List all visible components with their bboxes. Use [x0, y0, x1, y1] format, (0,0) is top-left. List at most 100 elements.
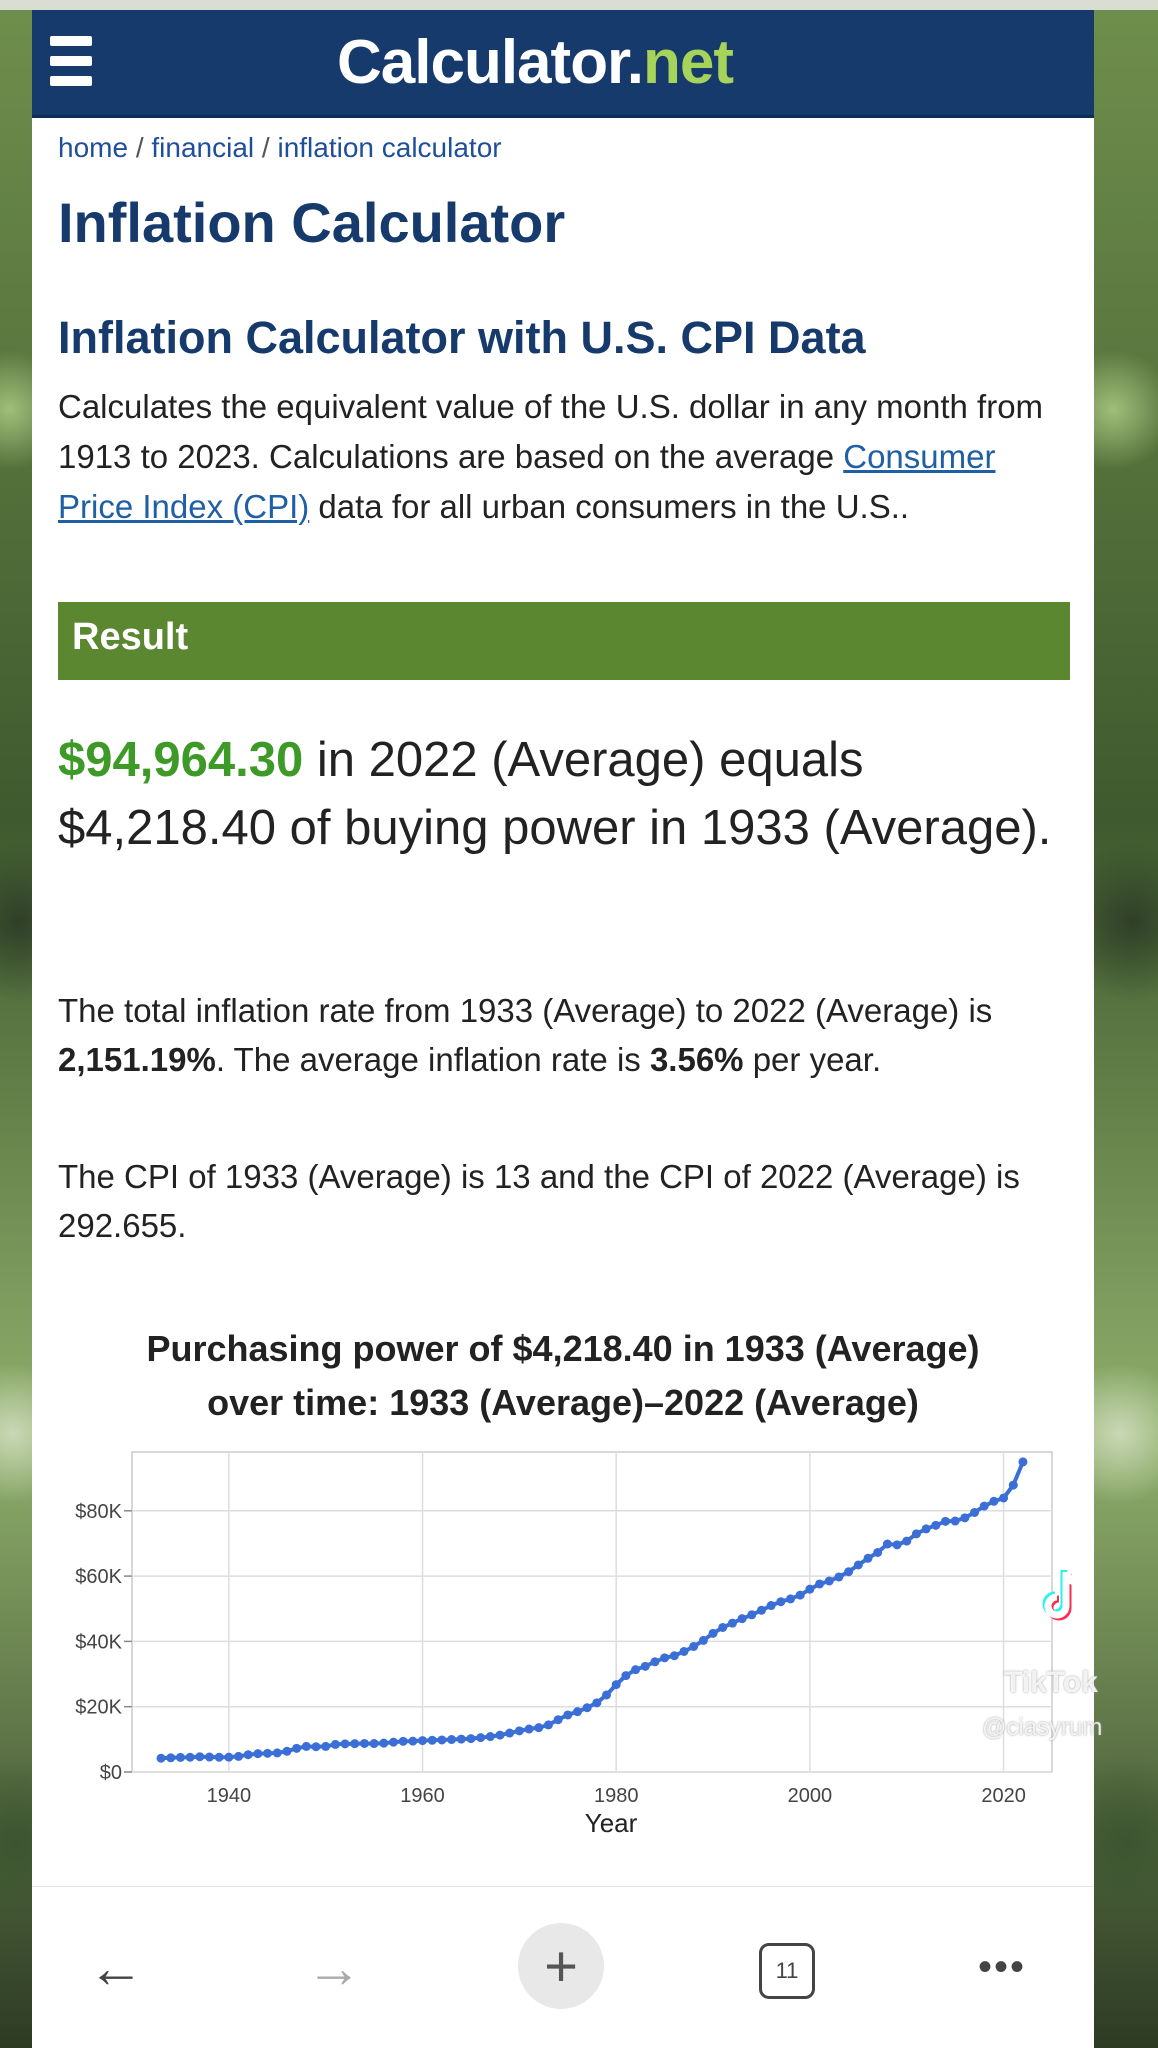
- data-point: [698, 1635, 708, 1645]
- total-inflation-rate: 2,151.19%: [58, 1041, 216, 1078]
- data-point: [1018, 1457, 1028, 1467]
- purchasing-power-chart: 1940 1960 1980 2000 2020 $0 $20K $40K $60K $80K Ye…: [75, 1451, 1053, 1838]
- site-header: Calculator.net: [32, 10, 1094, 118]
- x-tick-label: 1960: [400, 1785, 445, 1807]
- data-point: [631, 1665, 641, 1675]
- data-point: [466, 1734, 476, 1744]
- breadcrumb-home[interactable]: home: [58, 132, 129, 163]
- data-point: [582, 1703, 592, 1713]
- data-point: [650, 1657, 660, 1667]
- data-point: [960, 1513, 970, 1523]
- data-point: [853, 1560, 863, 1570]
- data-point: [263, 1748, 273, 1758]
- data-point: [727, 1618, 737, 1628]
- logo-suffix: net: [643, 28, 734, 97]
- calculator-description: Calculates the equivalent value of the U…: [58, 382, 1078, 532]
- data-point: [902, 1536, 912, 1546]
- tab-count-button[interactable]: 11: [759, 1943, 815, 1999]
- data-point: [844, 1567, 854, 1577]
- x-tick-label: 1980: [594, 1785, 639, 1807]
- data-point: [592, 1698, 602, 1708]
- data-point: [553, 1715, 563, 1725]
- background-left: [0, 0, 32, 2048]
- data-point: [534, 1723, 544, 1733]
- inflation-rate-text: The total inflation rate from 1933 (Aver…: [58, 986, 1058, 1084]
- data-point: [786, 1594, 796, 1604]
- cpi-link[interactable]: Consumer Price Index (CPI): [58, 438, 996, 525]
- data-point: [282, 1746, 292, 1756]
- data-point: [999, 1493, 1009, 1503]
- data-point: [214, 1752, 224, 1762]
- breadcrumb-financial[interactable]: financial: [151, 132, 255, 163]
- tiktok-watermark: TikTok: [1004, 1666, 1098, 1699]
- data-point: [437, 1735, 447, 1745]
- more-menu-icon[interactable]: •••: [977, 1944, 1026, 1989]
- data-point: [253, 1749, 263, 1759]
- breadcrumb-separator: /: [135, 132, 144, 163]
- y-tick-label: $80K: [75, 1501, 122, 1523]
- data-point: [795, 1590, 805, 1600]
- x-tick-label: 1940: [207, 1785, 252, 1807]
- data-point: [660, 1653, 670, 1663]
- data-point: [321, 1741, 331, 1751]
- site-logo[interactable]: Calculator.net: [337, 28, 734, 98]
- x-tick-label: 2020: [981, 1785, 1025, 1807]
- data-point: [369, 1739, 379, 1749]
- result-header: Result: [58, 602, 1070, 680]
- plot-area: [131, 1451, 1053, 1773]
- tiktok-username: @ciasyrum: [982, 1714, 1103, 1741]
- tiktok-logo-icon: [1042, 1570, 1083, 1621]
- data-point: [330, 1739, 340, 1749]
- data-point: [272, 1748, 282, 1758]
- data-point: [1008, 1480, 1018, 1490]
- data-point: [863, 1553, 873, 1563]
- data-point: [175, 1752, 185, 1762]
- data-point: [611, 1680, 621, 1690]
- data-point: [911, 1529, 921, 1539]
- data-point: [204, 1752, 214, 1762]
- data-point: [756, 1605, 766, 1615]
- new-tab-plus-icon[interactable]: +: [518, 1923, 604, 2009]
- stats-text-2: . The average inflation rate is: [215, 1041, 650, 1078]
- data-point: [398, 1736, 408, 1746]
- status-strip: [0, 0, 1158, 10]
- average-inflation-rate: 3.56%: [649, 1041, 744, 1078]
- data-point: [456, 1734, 466, 1744]
- chart-title: Purchasing power of $4,218.40 in 1933 (A…: [32, 1322, 1094, 1430]
- data-point: [243, 1750, 253, 1760]
- chart-title-line-1: Purchasing power of $4,218.40 in 1933 (A…: [146, 1328, 980, 1369]
- y-tick-label: $40K: [75, 1631, 122, 1653]
- data-point: [979, 1501, 989, 1511]
- logo-main: Calculator.: [337, 28, 644, 97]
- section-title: Inflation Calculator with U.S. CPI Data: [58, 312, 866, 363]
- x-tick-label: 2000: [788, 1785, 833, 1807]
- breadcrumb-inflation-calculator[interactable]: inflation calculator: [277, 132, 502, 163]
- data-point: [718, 1622, 728, 1632]
- breadcrumb-separator: /: [261, 132, 270, 163]
- data-point: [563, 1710, 573, 1720]
- data-point: [543, 1720, 553, 1730]
- hamburger-menu-icon[interactable]: [50, 36, 92, 86]
- data-point: [524, 1724, 534, 1734]
- data-point: [166, 1753, 176, 1763]
- data-point: [311, 1742, 321, 1752]
- breadcrumb: home / financial / inflation calculator: [58, 132, 502, 164]
- data-point: [679, 1646, 689, 1656]
- data-point: [815, 1579, 825, 1589]
- data-point: [195, 1752, 205, 1762]
- result-text: in 2022 (Average) equals $4,218.40 of bu…: [58, 733, 1052, 855]
- back-arrow-icon[interactable]: ←: [88, 1935, 144, 1999]
- data-point: [940, 1516, 950, 1526]
- data-point: [514, 1726, 524, 1736]
- stats-text-1: The total inflation rate from 1933 (Aver…: [58, 992, 993, 1029]
- forward-arrow-icon[interactable]: →: [306, 1935, 362, 1999]
- data-point: [418, 1736, 428, 1746]
- data-point: [921, 1524, 931, 1534]
- data-point: [379, 1738, 389, 1748]
- data-point: [340, 1739, 350, 1749]
- page-title: Inflation Calculator: [58, 191, 566, 254]
- cpi-text: The CPI of 1933 (Average) is 13 and the …: [58, 1158, 1020, 1244]
- data-point: [447, 1735, 457, 1745]
- data-point: [931, 1520, 941, 1530]
- data-point: [359, 1738, 369, 1748]
